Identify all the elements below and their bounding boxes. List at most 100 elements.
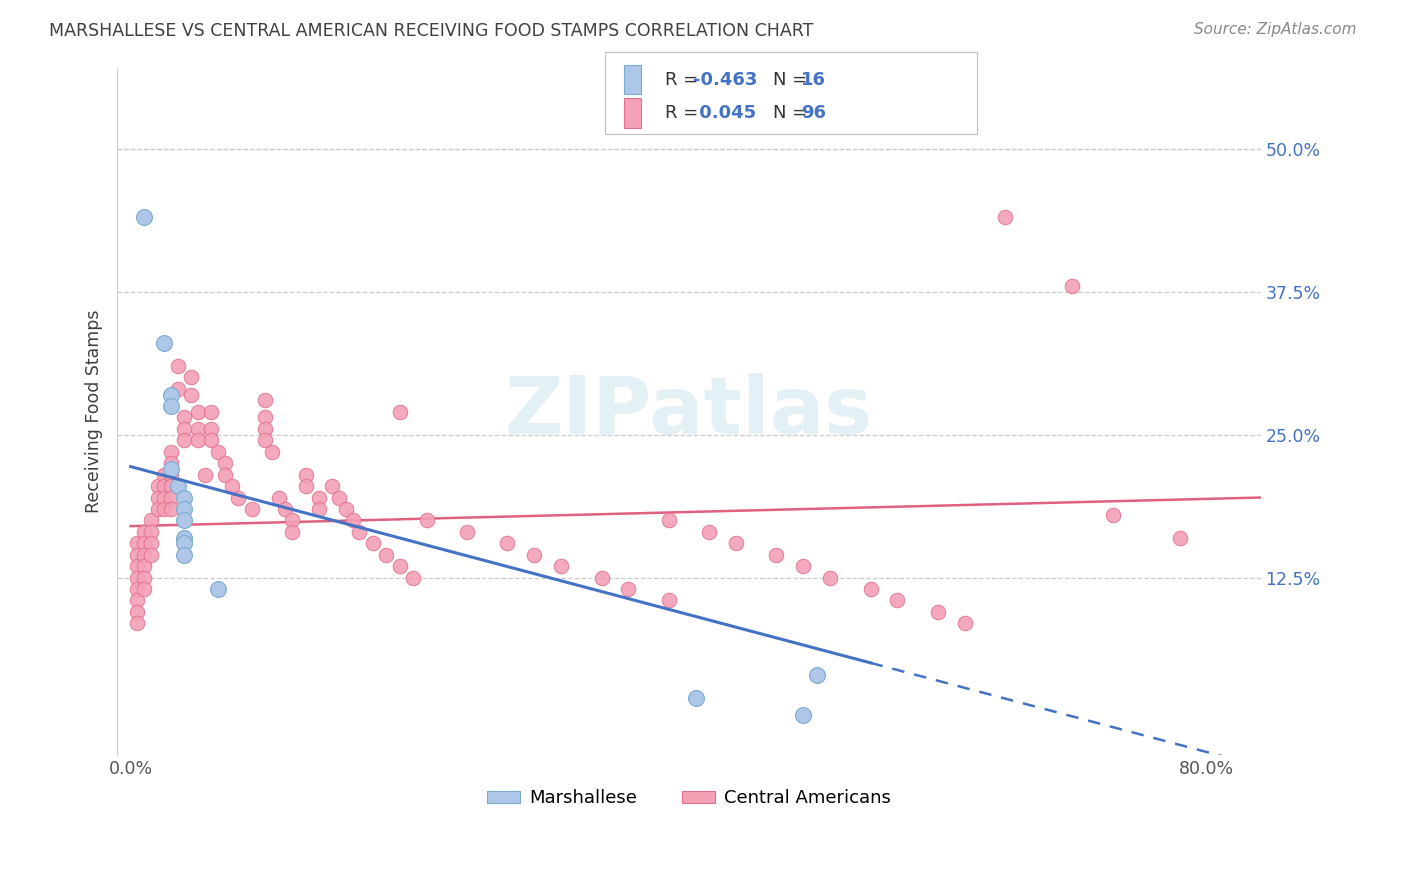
Point (523, 548, 546, 562)
Point (166, 479, 188, 493)
Point (349, 524, 371, 539)
Point (132, 571, 155, 585)
Point (173, 491, 195, 505)
Point (139, 536, 162, 550)
Point (173, 536, 195, 550)
Point (221, 479, 243, 493)
Point (127, 605, 149, 619)
Point (166, 382, 188, 396)
Point (139, 513, 162, 527)
Point (160, 502, 183, 516)
Point (127, 593, 149, 607)
Point (132, 582, 155, 596)
Point (207, 582, 229, 596)
Point (375, 548, 398, 562)
Point (402, 571, 425, 585)
Point (146, 491, 169, 505)
Point (254, 422, 277, 436)
Point (173, 502, 195, 516)
Point (132, 524, 155, 539)
Point (166, 359, 188, 373)
Point (859, 582, 882, 596)
Text: 96: 96 (801, 104, 827, 122)
Point (274, 502, 297, 516)
Point (328, 491, 350, 505)
Point (260, 444, 283, 458)
Point (194, 467, 217, 482)
Point (127, 559, 149, 574)
Point (818, 571, 841, 585)
Point (765, 548, 787, 562)
Point (173, 531, 195, 545)
Point (153, 502, 176, 516)
Point (308, 491, 330, 505)
Point (1168, 531, 1191, 545)
Point (1101, 508, 1123, 522)
Point (321, 479, 343, 493)
Point (254, 393, 277, 408)
Point (127, 548, 149, 562)
Point (153, 479, 176, 493)
Point (953, 616, 976, 631)
Y-axis label: Receiving Food Stamps: Receiving Food Stamps (86, 310, 103, 514)
Point (1062, 278, 1084, 293)
Point (160, 399, 183, 413)
Text: R =: R = (665, 104, 704, 122)
Point (792, 559, 814, 574)
Point (335, 502, 357, 516)
Point (308, 502, 330, 516)
Point (207, 444, 229, 458)
Point (127, 571, 149, 585)
Point (160, 462, 183, 476)
Point (200, 422, 222, 436)
Point (139, 524, 162, 539)
Point (173, 548, 195, 562)
Point (200, 434, 222, 448)
Point (415, 513, 437, 527)
Text: Source: ZipAtlas.com: Source: ZipAtlas.com (1194, 22, 1357, 37)
Point (146, 479, 169, 493)
Point (187, 405, 209, 419)
Point (187, 422, 209, 436)
Point (658, 593, 681, 607)
Point (127, 616, 149, 631)
Point (617, 582, 640, 596)
Point (132, 559, 155, 574)
Point (994, 211, 1017, 225)
Point (139, 548, 162, 562)
Point (685, 690, 707, 705)
Point (160, 479, 183, 493)
Point (281, 524, 304, 539)
Point (267, 491, 290, 505)
Point (281, 513, 304, 527)
Point (127, 536, 149, 550)
Text: N =: N = (773, 70, 813, 88)
Point (388, 559, 411, 574)
Point (697, 524, 720, 539)
Point (294, 479, 316, 493)
Point (160, 456, 183, 470)
Point (200, 405, 222, 419)
Point (254, 410, 277, 425)
Point (342, 513, 364, 527)
Point (180, 370, 202, 384)
Point (806, 668, 828, 682)
Point (240, 502, 263, 516)
Point (146, 502, 169, 516)
Point (160, 387, 183, 401)
Point (886, 593, 908, 607)
Point (173, 434, 195, 448)
Point (591, 571, 613, 585)
Text: 16: 16 (801, 70, 827, 88)
Point (214, 467, 236, 482)
Text: ZIPatlas: ZIPatlas (505, 373, 873, 450)
Point (550, 559, 572, 574)
Point (127, 582, 149, 596)
Point (132, 548, 155, 562)
Point (496, 536, 519, 550)
Point (153, 467, 176, 482)
Point (180, 387, 202, 401)
Point (187, 434, 209, 448)
Point (927, 605, 949, 619)
Point (153, 491, 176, 505)
